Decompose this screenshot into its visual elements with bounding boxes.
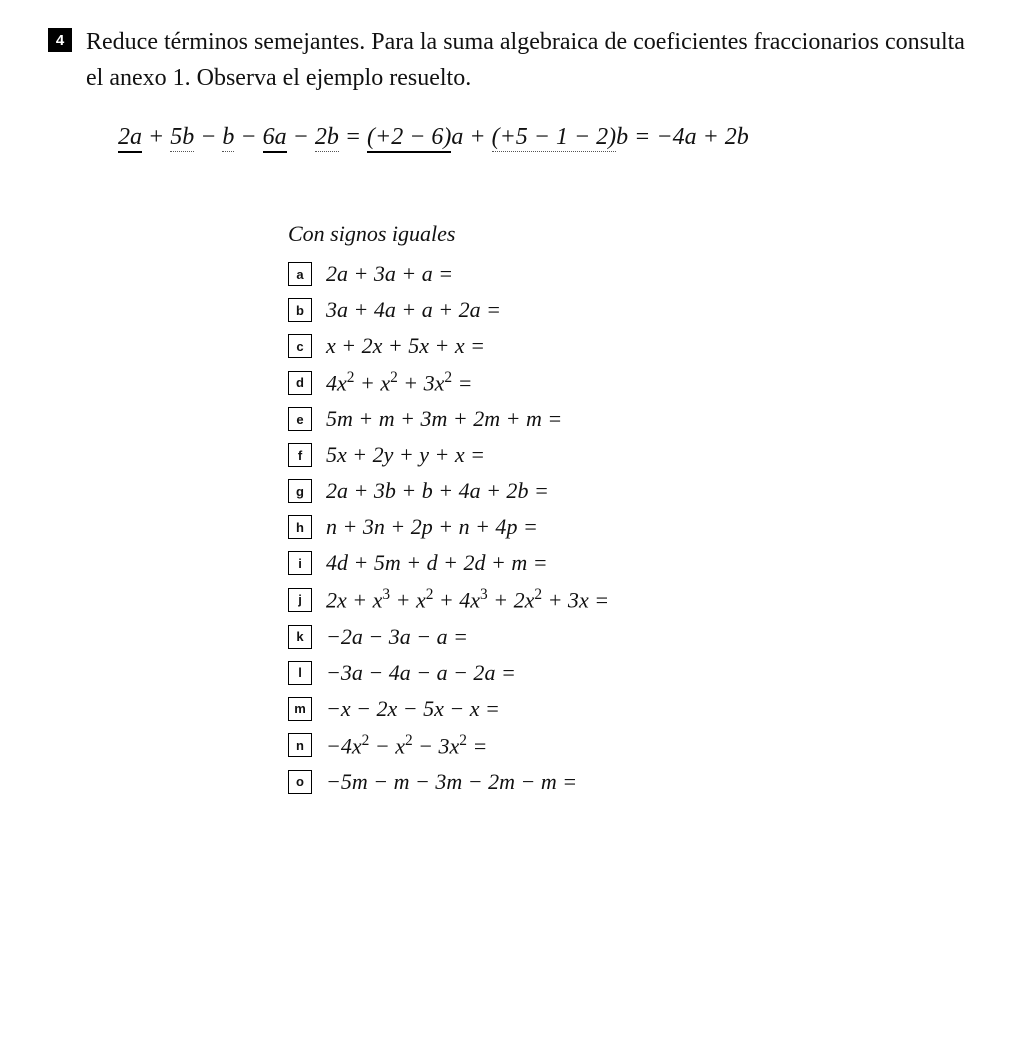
item-expression: 4x2 + x2 + 3x2 = xyxy=(326,369,472,396)
instructions-text: Reduce términos semejantes. Para la suma… xyxy=(86,24,977,96)
exercise-item: c x + 2x + 5x + x = xyxy=(288,333,977,359)
exercise-item: n −4x2 − x2 − 3x2 = xyxy=(288,732,977,759)
items-list: a 2a + 3a + a = b 3a + 4a + a + 2a = c x + 2x… xyxy=(288,261,977,795)
item-letter-box: b xyxy=(288,298,312,322)
item-letter-box: a xyxy=(288,262,312,286)
item-letter-box: o xyxy=(288,770,312,794)
item-letter-box: k xyxy=(288,625,312,649)
exercise-item: k −2a − 3a − a = xyxy=(288,624,977,650)
item-letter-box: e xyxy=(288,407,312,431)
item-expression: 2a + 3a + a = xyxy=(326,261,453,287)
item-letter-box: m xyxy=(288,697,312,721)
item-expression: −5m − m − 3m − 2m − m = xyxy=(326,769,577,795)
exercise-item: f 5x + 2y + y + x = xyxy=(288,442,977,468)
exercise-item: g 2a + 3b + b + 4a + 2b = xyxy=(288,478,977,504)
exercise-item: j 2x + x3 + x2 + 4x3 + 2x2 + 3x = xyxy=(288,586,977,613)
item-expression: −4x2 − x2 − 3x2 = xyxy=(326,732,487,759)
exercise-item: a 2a + 3a + a = xyxy=(288,261,977,287)
item-expression: n + 3n + 2p + n + 4p = xyxy=(326,514,538,540)
item-letter-box: i xyxy=(288,551,312,575)
item-expression: x + 2x + 5x + x = xyxy=(326,333,485,359)
item-letter-box: j xyxy=(288,588,312,612)
exercise-item: o −5m − m − 3m − 2m − m = xyxy=(288,769,977,795)
exercise-item: h n + 3n + 2p + n + 4p = xyxy=(288,514,977,540)
item-letter-box: n xyxy=(288,733,312,757)
item-letter-box: h xyxy=(288,515,312,539)
item-expression: 2x + x3 + x2 + 4x3 + 2x2 + 3x = xyxy=(326,586,609,613)
item-expression: 3a + 4a + a + 2a = xyxy=(326,297,501,323)
exercise-item: i 4d + 5m + d + 2d + m = xyxy=(288,550,977,576)
item-expression: 2a + 3b + b + 4a + 2b = xyxy=(326,478,549,504)
exercise-item: e 5m + m + 3m + 2m + m = xyxy=(288,406,977,432)
item-expression: 5x + 2y + y + x = xyxy=(326,442,485,468)
item-expression: 5m + m + 3m + 2m + m = xyxy=(326,406,562,432)
exercise-item: d 4x2 + x2 + 3x2 = xyxy=(288,369,977,396)
question-header: 4 Reduce términos semejantes. Para la su… xyxy=(48,24,977,96)
exercise-item: l −3a − 4a − a − 2a = xyxy=(288,660,977,686)
question-number-box: 4 xyxy=(48,28,72,52)
exercise-item: b 3a + 4a + a + 2a = xyxy=(288,297,977,323)
item-expression: −x − 2x − 5x − x = xyxy=(326,696,500,722)
item-letter-box: d xyxy=(288,371,312,395)
item-letter-box: l xyxy=(288,661,312,685)
exercise-item: m −x − 2x − 5x − x = xyxy=(288,696,977,722)
exercise-section: Con signos iguales a 2a + 3a + a = b 3a + 4… xyxy=(288,221,977,795)
section-title: Con signos iguales xyxy=(288,221,977,247)
item-expression: 4d + 5m + d + 2d + m = xyxy=(326,550,548,576)
item-expression: −2a − 3a − a = xyxy=(326,624,468,650)
worked-example: 2a + 5b − b − 6a − 2b = (+2 − 6)a + (+5 … xyxy=(118,124,977,151)
item-letter-box: c xyxy=(288,334,312,358)
item-letter-box: g xyxy=(288,479,312,503)
item-letter-box: f xyxy=(288,443,312,467)
item-expression: −3a − 4a − a − 2a = xyxy=(326,660,516,686)
